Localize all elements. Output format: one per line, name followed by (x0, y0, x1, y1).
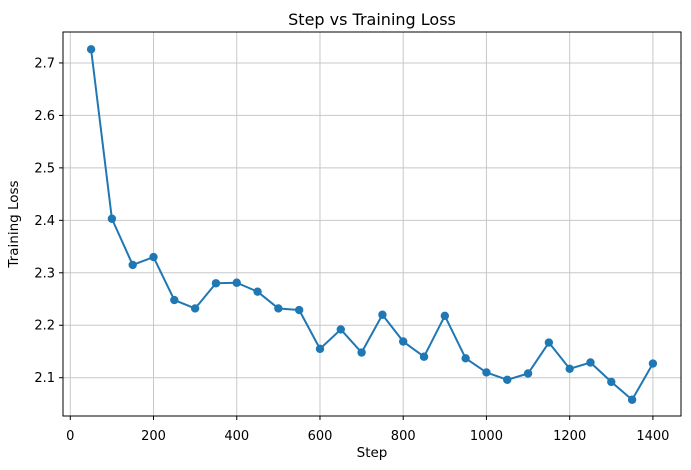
y-tick-label: 2.1 (34, 371, 55, 386)
x-tick-label: 400 (224, 429, 249, 444)
data-point-marker (315, 344, 325, 354)
data-point-marker (378, 310, 387, 319)
data-series (86, 45, 658, 404)
data-point-marker (586, 358, 595, 367)
y-tick-label: 2.3 (34, 266, 55, 281)
axis-ticks: 0 200 400 600 800 1000 1200 1400 2.1 2.2 2.3 2.4 2.5… (34, 56, 669, 444)
y-tick-label: 2.2 (34, 319, 55, 334)
data-point-marker (357, 348, 366, 357)
data-point-marker (274, 304, 283, 313)
data-point-marker (648, 359, 658, 368)
data-point-marker (149, 252, 158, 262)
x-axis-label: Step (357, 445, 388, 461)
data-point-marker (107, 214, 117, 223)
data-point-marker (419, 352, 429, 361)
data-point-marker (503, 375, 512, 385)
data-point-marker (253, 287, 262, 296)
data-point-marker (627, 395, 637, 404)
data-point-marker (336, 325, 345, 334)
x-tick-label: 1400 (636, 429, 669, 444)
data-point-marker (440, 311, 450, 321)
data-point-marker (461, 354, 470, 363)
y-tick-label: 2.6 (34, 109, 55, 124)
y-tick-label: 2.4 (34, 214, 55, 229)
x-tick-label: 800 (391, 429, 416, 444)
data-point-marker (565, 364, 574, 373)
y-axis-label: Training Loss (6, 180, 22, 268)
data-point-marker (170, 295, 179, 305)
y-tick-label: 2.5 (34, 161, 55, 176)
chart-title: Step vs Training Loss (288, 10, 456, 29)
x-tick-label: 1200 (553, 429, 586, 444)
data-point-marker (399, 337, 408, 346)
data-point-marker (211, 279, 221, 288)
data-point-marker (544, 338, 554, 347)
series-line (90, 49, 654, 401)
x-tick-label: 200 (141, 429, 166, 444)
y-tick-label: 2.7 (34, 56, 55, 71)
data-point-marker (128, 260, 137, 270)
data-point-marker (482, 368, 491, 377)
data-point-marker (294, 305, 304, 315)
data-point-marker (607, 377, 616, 387)
x-tick-label: 1000 (470, 429, 503, 444)
plot-border-layer (62, 31, 682, 417)
grid-lines (63, 32, 681, 416)
data-point-marker (523, 369, 533, 378)
x-tick-label: 0 (66, 429, 74, 444)
plot-border (62, 31, 682, 417)
data-point-marker (190, 304, 200, 313)
x-tick-label: 600 (308, 429, 333, 444)
data-point-marker (86, 45, 96, 54)
data-point-marker (232, 278, 241, 287)
